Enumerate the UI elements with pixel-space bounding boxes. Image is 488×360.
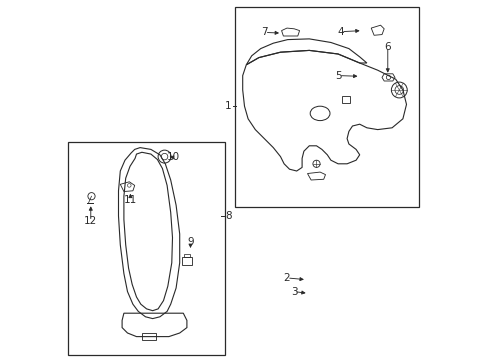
Bar bbox=[181, 257, 192, 265]
Text: 9: 9 bbox=[187, 237, 193, 247]
Text: 5: 5 bbox=[335, 71, 342, 81]
Text: 7: 7 bbox=[261, 27, 267, 37]
Bar bbox=[341, 96, 349, 103]
Text: 12: 12 bbox=[84, 216, 97, 226]
Bar bbox=[235, 7, 418, 207]
Text: 11: 11 bbox=[123, 195, 137, 205]
Bar bbox=[68, 142, 224, 355]
Text: 1: 1 bbox=[224, 101, 231, 111]
Bar bbox=[142, 333, 156, 340]
Text: 6: 6 bbox=[384, 42, 390, 52]
Text: 10: 10 bbox=[166, 152, 180, 162]
Text: 8: 8 bbox=[225, 211, 231, 221]
Text: 4: 4 bbox=[337, 27, 344, 37]
Text: 3: 3 bbox=[290, 287, 297, 297]
Bar bbox=[183, 254, 189, 257]
Text: 2: 2 bbox=[283, 273, 290, 283]
